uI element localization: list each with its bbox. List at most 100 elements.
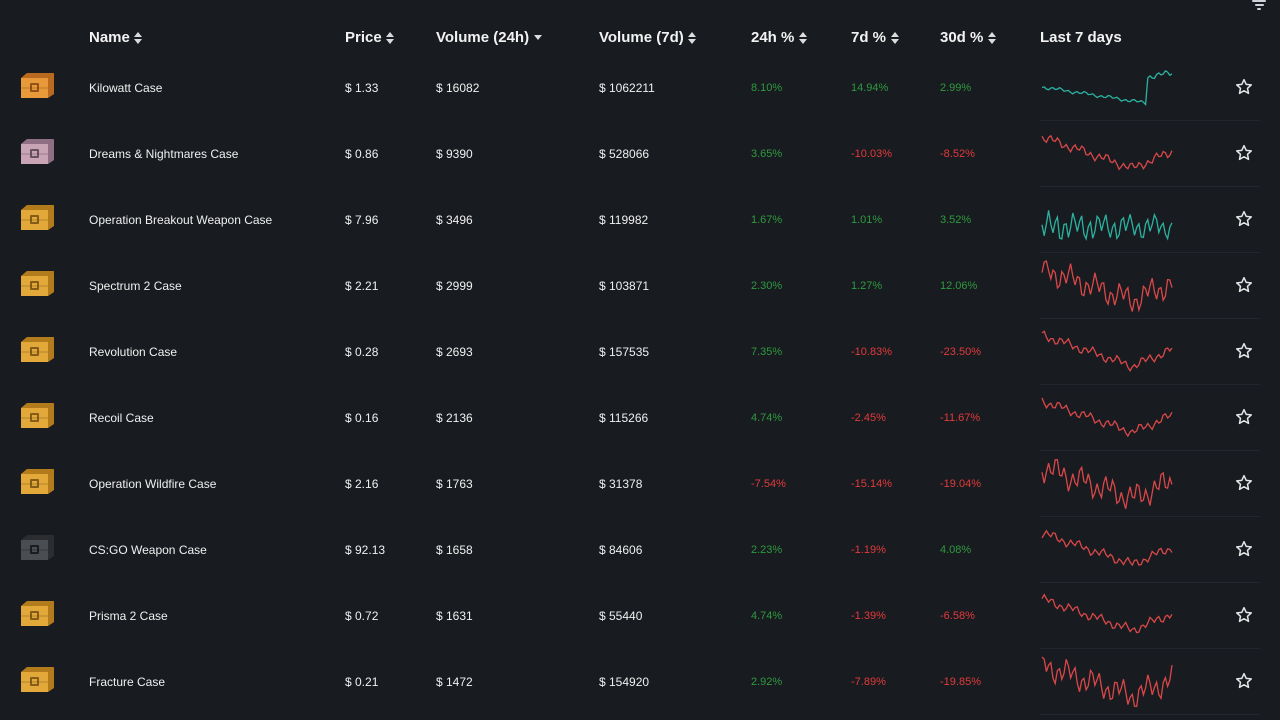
favorite-star-icon[interactable] <box>1234 341 1254 361</box>
case-change-30d: 2.99% <box>940 82 972 94</box>
table-row[interactable]: Operation Breakout Weapon Case $ 7.96 $ 34… <box>0 187 1280 253</box>
table-row[interactable]: Dreams & Nightmares Case $ 0.86 $ 9390 $ 52… <box>0 121 1280 187</box>
table-row[interactable]: CS:GO Weapon Case $ 92.13 $ 1658 $ 84606 2.2… <box>0 517 1280 583</box>
case-crate-icon <box>18 400 56 430</box>
row-divider <box>1040 120 1260 121</box>
case-name[interactable]: Kilowatt Case <box>89 81 163 95</box>
column-label: 24h % <box>751 29 795 46</box>
row-divider <box>1040 516 1260 517</box>
case-volume-7d: $ 119982 <box>599 213 649 227</box>
case-change-7d: -1.19% <box>851 544 886 556</box>
case-volume-24h: $ 1763 <box>436 477 473 491</box>
sort-icon[interactable] <box>134 31 143 45</box>
case-volume-7d: $ 115266 <box>599 411 649 425</box>
case-change-30d: 12.06% <box>940 280 978 292</box>
case-change-7d: 1.27% <box>851 280 883 292</box>
sparkline-series <box>1041 459 1173 509</box>
favorite-star-icon[interactable] <box>1234 209 1254 229</box>
case-price: $ 1.33 <box>345 81 379 95</box>
case-name[interactable]: Operation Breakout Weapon Case <box>89 213 273 227</box>
table-row[interactable]: Operation Wildfire Case $ 2.16 $ 1763 $ 313… <box>0 451 1280 517</box>
case-volume-24h: $ 2693 <box>436 345 473 359</box>
favorite-star-icon[interactable] <box>1234 143 1254 163</box>
case-price: $ 92.13 <box>345 543 386 557</box>
case-change-30d: 3.52% <box>940 214 972 226</box>
case-price: $ 2.16 <box>345 477 379 491</box>
favorite-star-icon[interactable] <box>1234 605 1254 625</box>
column-header-30d-change[interactable]: 30d % <box>940 29 996 46</box>
case-name[interactable]: Prisma 2 Case <box>89 609 168 623</box>
sort-icon[interactable] <box>798 31 807 45</box>
column-header-last-7-days: Last 7 days <box>1040 29 1122 46</box>
sparkline-chart <box>1041 330 1173 372</box>
sort-descending-icon[interactable] <box>533 31 542 45</box>
column-header-24h-change[interactable]: 24h % <box>751 29 807 46</box>
sort-icon[interactable] <box>890 31 899 45</box>
case-crate-icon <box>18 268 56 298</box>
table-row[interactable]: Spectrum 2 Case $ 2.21 $ 2999 $ 103871 2.30%… <box>0 253 1280 319</box>
sparkline-chart <box>1041 70 1173 106</box>
column-header-name[interactable]: Name <box>89 29 143 46</box>
table-row[interactable]: Prisma 2 Case $ 0.72 $ 1631 $ 55440 4.74% -1.… <box>0 583 1280 649</box>
case-change-24h: 4.74% <box>751 412 783 424</box>
case-name[interactable]: Dreams & Nightmares Case <box>89 147 239 161</box>
sparkline-series <box>1041 70 1173 106</box>
sparkline-series <box>1041 210 1173 241</box>
column-header-7d-change[interactable]: 7d % <box>851 29 899 46</box>
table-row[interactable]: Kilowatt Case $ 1.33 $ 16082 $ 1062211 8.10%… <box>0 55 1280 121</box>
favorite-star-icon[interactable] <box>1234 539 1254 559</box>
column-header-price[interactable]: Price <box>345 29 395 46</box>
case-change-7d: -2.45% <box>851 412 886 424</box>
case-volume-24h: $ 16082 <box>436 81 480 95</box>
sparkline-series <box>1041 330 1173 372</box>
sparkline-series <box>1041 134 1173 171</box>
sparkline-series <box>1041 529 1173 567</box>
sparkline-chart <box>1041 593 1173 634</box>
case-volume-7d: $ 84606 <box>599 543 643 557</box>
table-row[interactable]: Revolution Case $ 0.28 $ 2693 $ 157535 7.35%… <box>0 319 1280 385</box>
case-change-7d: 14.94% <box>851 82 889 94</box>
table-row[interactable]: Fracture Case $ 0.21 $ 1472 $ 154920 2.92% -7… <box>0 649 1280 715</box>
case-name[interactable]: Operation Wildfire Case <box>89 477 217 491</box>
favorite-star-icon[interactable] <box>1234 77 1254 97</box>
sparkline-chart <box>1041 397 1173 438</box>
case-change-7d: -7.89% <box>851 676 886 688</box>
favorite-star-icon[interactable] <box>1234 473 1254 493</box>
column-label: Price <box>345 29 382 46</box>
table-row[interactable]: Recoil Case $ 0.16 $ 2136 $ 115266 4.74% -2.4… <box>0 385 1280 451</box>
case-price: $ 0.28 <box>345 345 379 359</box>
row-divider <box>1040 714 1260 715</box>
case-price: $ 2.21 <box>345 279 379 293</box>
sparkline-chart <box>1041 260 1173 313</box>
sort-icon[interactable] <box>688 31 697 45</box>
case-crate-icon <box>18 70 56 100</box>
column-label: 30d % <box>940 29 984 46</box>
column-header-volume-7d[interactable]: Volume (7d) <box>599 29 697 46</box>
column-label: Name <box>89 29 130 46</box>
case-crate-icon <box>18 598 56 628</box>
case-volume-7d: $ 157535 <box>599 345 650 359</box>
case-volume-7d: $ 31378 <box>599 477 643 491</box>
case-change-24h: -7.54% <box>751 478 786 490</box>
sparkline-chart <box>1041 656 1173 708</box>
column-header-volume-24h[interactable]: Volume (24h) <box>436 29 542 46</box>
favorite-star-icon[interactable] <box>1234 275 1254 295</box>
case-price: $ 7.96 <box>345 213 379 227</box>
table-header: Name Price Volume (24h) Volume (7d) 24h … <box>0 0 1280 72</box>
column-label: Last 7 days <box>1040 29 1122 46</box>
favorite-star-icon[interactable] <box>1234 671 1254 691</box>
case-name[interactable]: Revolution Case <box>89 345 178 359</box>
case-volume-24h: $ 3496 <box>436 213 473 227</box>
case-name[interactable]: CS:GO Weapon Case <box>89 543 207 557</box>
case-change-30d: -11.67% <box>940 412 981 424</box>
case-name[interactable]: Fracture Case <box>89 675 166 689</box>
case-change-30d: 4.08% <box>940 544 972 556</box>
filter-icon[interactable] <box>1252 0 1266 10</box>
favorite-star-icon[interactable] <box>1234 407 1254 427</box>
case-name[interactable]: Spectrum 2 Case <box>89 279 182 293</box>
sort-icon[interactable] <box>386 31 395 45</box>
case-change-24h: 1.67% <box>751 214 783 226</box>
sort-icon[interactable] <box>987 31 996 45</box>
row-divider <box>1040 318 1260 319</box>
case-name[interactable]: Recoil Case <box>89 411 154 425</box>
